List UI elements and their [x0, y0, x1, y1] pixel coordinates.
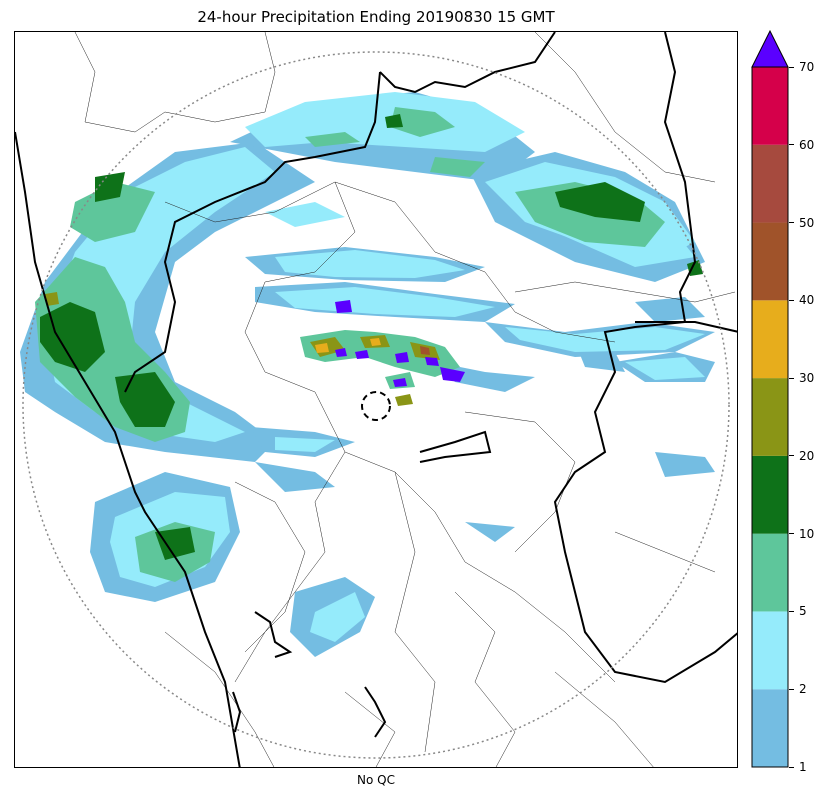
colorbar-segment	[752, 611, 788, 690]
colorbar-tick	[789, 222, 794, 224]
colorbar-tick	[789, 766, 794, 768]
map-canvas	[15, 32, 737, 767]
colorbar-tick	[789, 688, 794, 690]
colorbar-segment	[752, 689, 788, 767]
colorbar-tick	[789, 299, 794, 301]
colorbar-tick	[789, 377, 794, 379]
colorbar-segment	[752, 222, 788, 301]
radar-site-marker	[361, 391, 391, 421]
colorbar-tick-label: 60	[799, 137, 815, 152]
colorbar	[751, 30, 789, 768]
colorbar-segment	[752, 67, 788, 145]
colorbar-tick	[789, 610, 794, 612]
colorbar-tick	[789, 455, 794, 457]
colorbar-segment	[752, 378, 788, 456]
precipitation-map	[14, 31, 738, 768]
range-ring	[22, 51, 730, 759]
colorbar-segment	[752, 533, 788, 612]
precip-layer-20-plus	[45, 292, 465, 406]
colorbar-tick-label: 30	[799, 371, 815, 386]
map-title: 24-hour Precipitation Ending 20190830 15…	[197, 8, 555, 26]
colorbar-tick-label: 2	[799, 682, 807, 697]
colorbar-tick	[789, 144, 794, 146]
state-boundaries	[15, 32, 737, 767]
colorbar-tick-label: 20	[799, 448, 815, 463]
colorbar-frame	[751, 66, 789, 768]
colorbar-tick-label: 40	[799, 293, 815, 308]
colorbar-extend-arrow	[751, 30, 789, 68]
colorbar-tick	[789, 66, 794, 68]
colorbar-tick-label: 5	[799, 604, 807, 619]
colorbar-tick-label: 50	[799, 215, 815, 230]
colorbar-tick-label: 1	[799, 760, 807, 774]
colorbar-tick	[789, 533, 794, 535]
colorbar-segment	[752, 144, 788, 223]
colorbar-segment	[752, 300, 788, 379]
colorbar-segment	[752, 455, 788, 534]
precip-layer-10-20	[40, 114, 703, 560]
map-xlabel: No QC	[357, 773, 395, 787]
colorbar-tick-label: 70	[799, 60, 815, 74]
district-boundaries	[74, 32, 736, 767]
colorbar-tick-label: 10	[799, 526, 815, 541]
